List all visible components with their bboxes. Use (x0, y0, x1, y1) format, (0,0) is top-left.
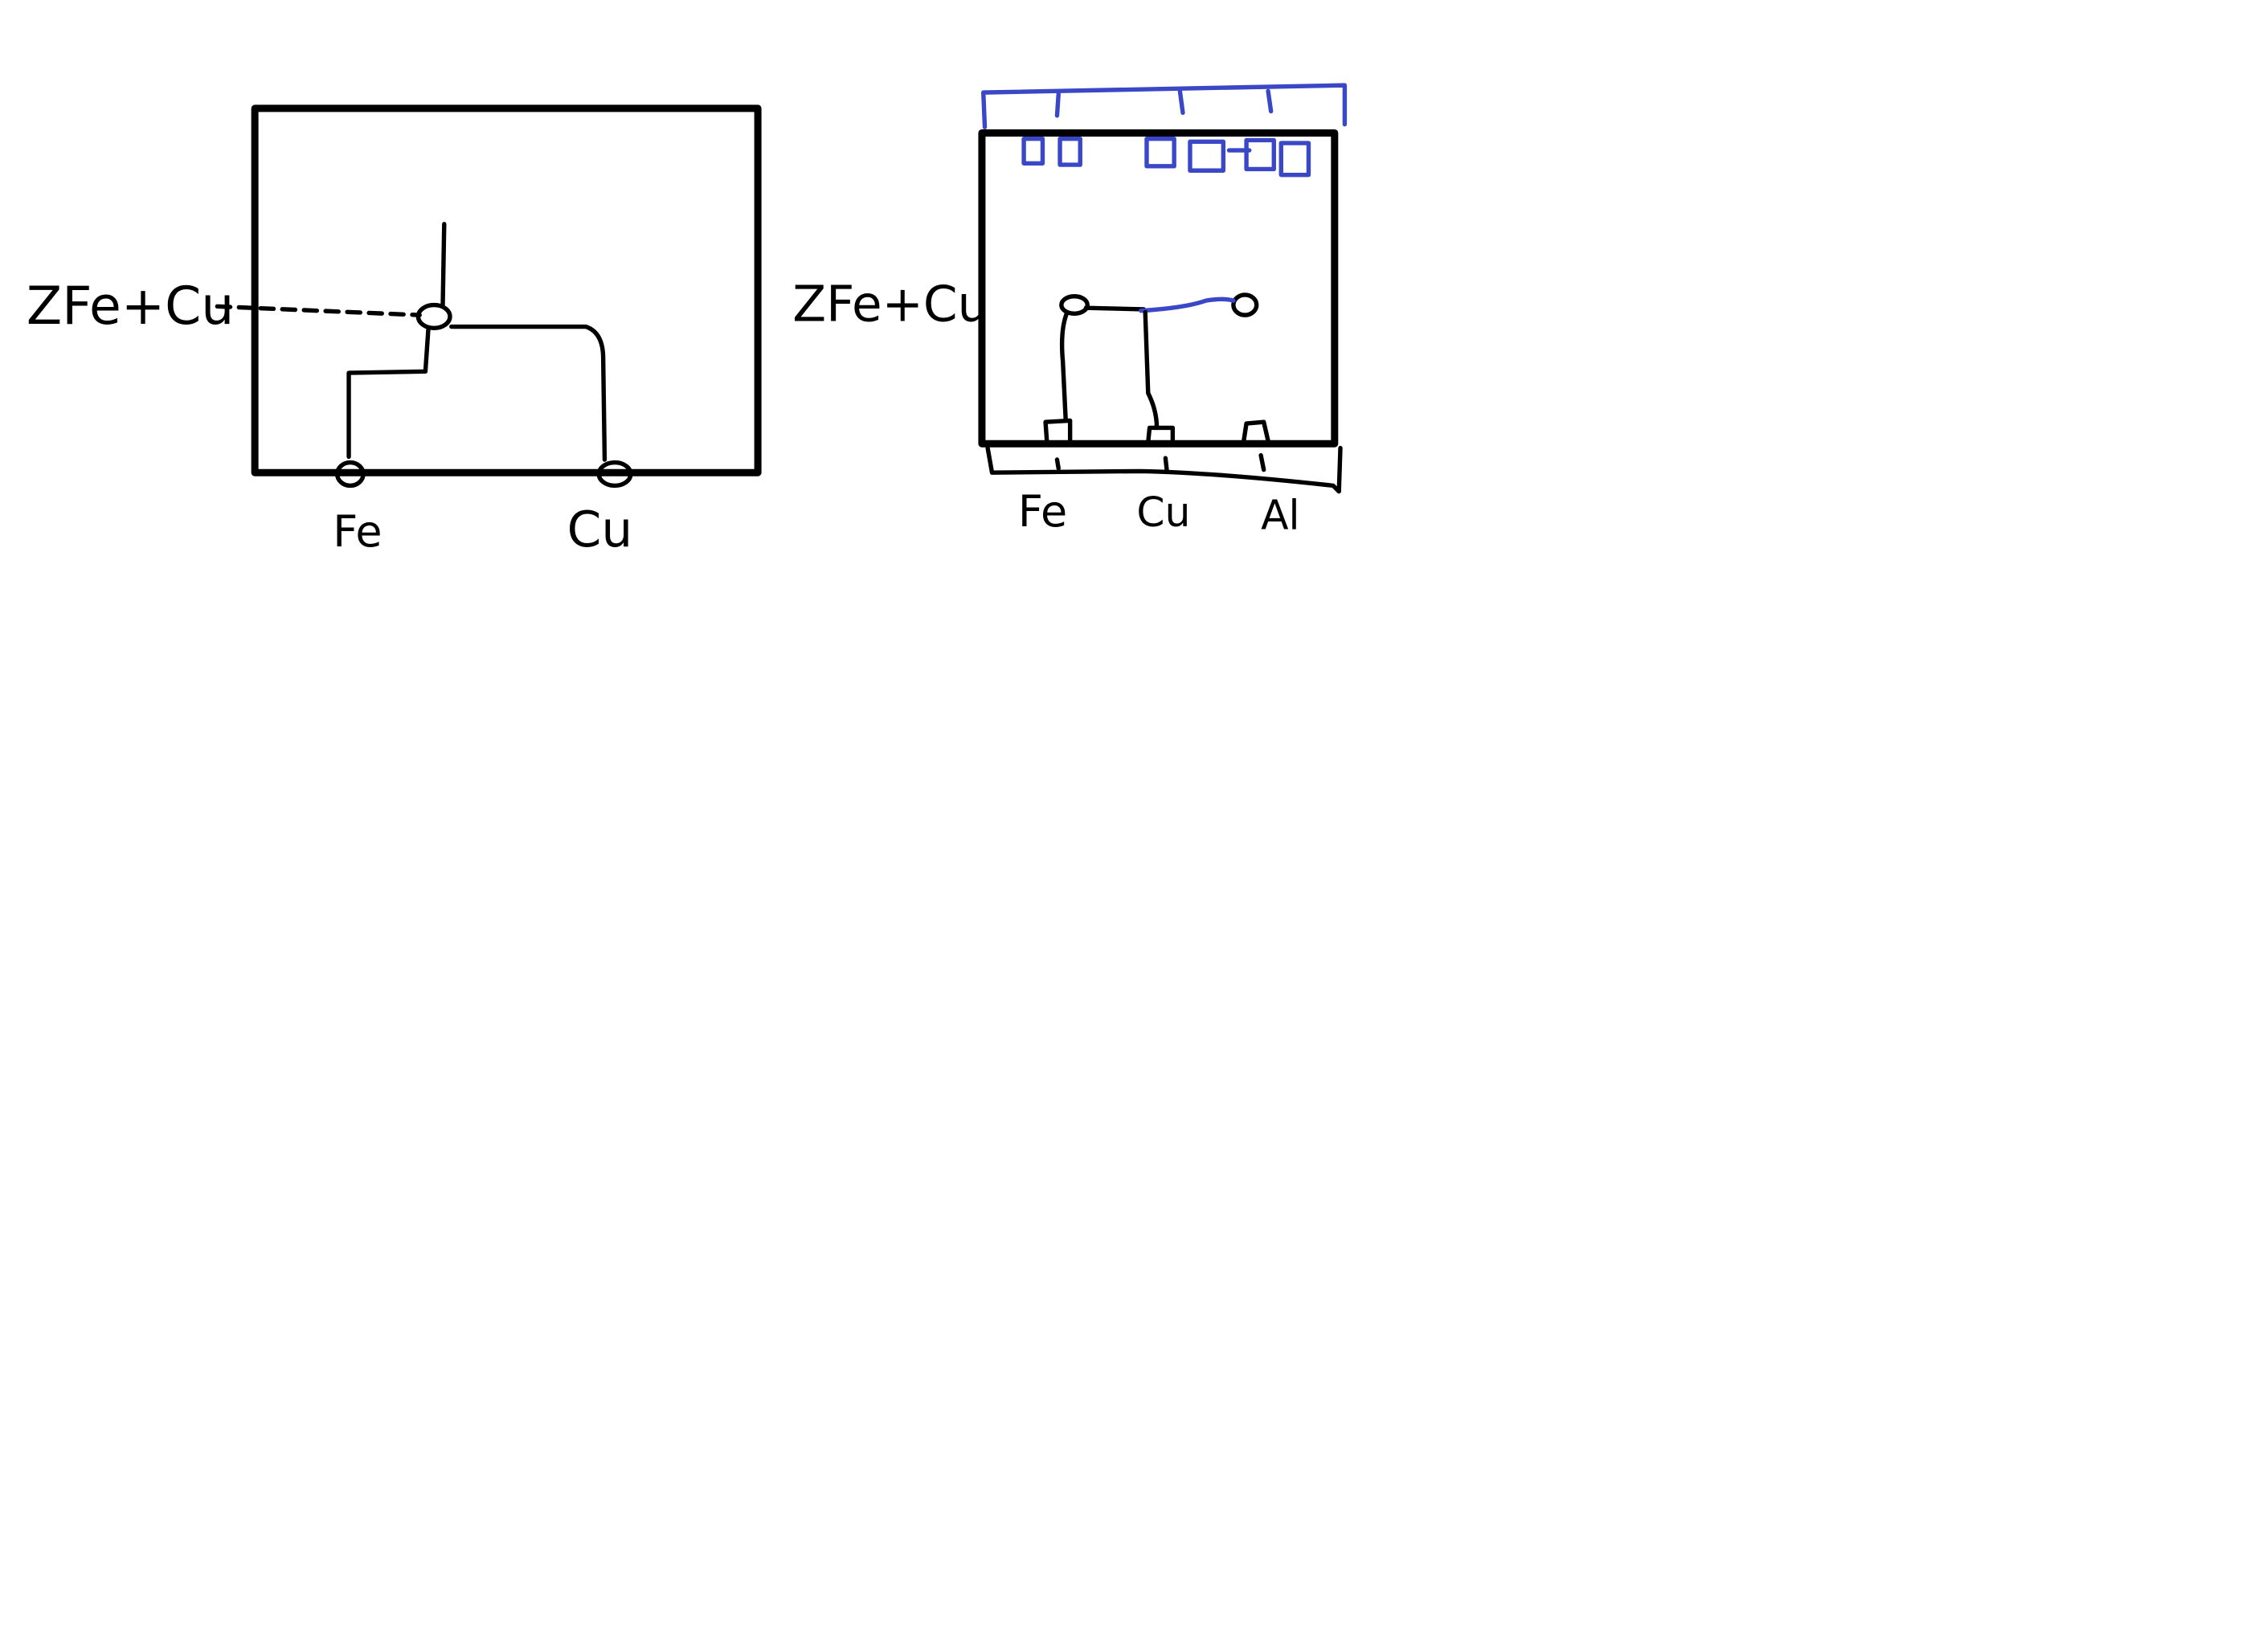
left-cu-node (596, 460, 633, 489)
left-path-to-cu (449, 324, 608, 462)
bottom-site-cu (1146, 425, 1176, 445)
right-diagram-frame (978, 129, 1339, 448)
right-blue-tie (1139, 296, 1236, 313)
right-cu-label: Cu (1136, 489, 1190, 536)
right-fe-label: Fe (1018, 486, 1067, 537)
bottom-site-al (1241, 419, 1270, 445)
left-compound-label: ZFe+Cu (27, 276, 234, 337)
right-line-to-cu (1143, 309, 1160, 431)
right-black-tie (1083, 305, 1147, 312)
left-fe-node (334, 460, 366, 489)
left-path-to-fe (346, 327, 431, 460)
right-top-bracket (981, 83, 1348, 129)
top-site (1244, 137, 1276, 172)
right-top-tick-2 (1177, 88, 1185, 116)
right-bottom-tick-3 (1258, 452, 1266, 472)
right-top-tick-1 (1054, 92, 1061, 118)
left-cu-label: Cu (567, 501, 632, 558)
top-site (1058, 136, 1082, 167)
left-diagram-frame (251, 104, 762, 476)
right-top-tick-3 (1266, 88, 1274, 114)
left-diagram: ZFe+Cu Fe Cu (27, 104, 762, 558)
bottom-site-fe (1043, 418, 1073, 445)
right-right-node (1231, 292, 1259, 317)
right-al-label: Al (1261, 491, 1299, 538)
top-site (1278, 141, 1311, 178)
right-diagram: ZFe+Cu Fe Cu Al (792, 83, 1348, 538)
right-bottom-tick-2 (1163, 456, 1169, 474)
right-compound-label: ZFe+Cu (792, 276, 988, 333)
top-site (1021, 136, 1045, 166)
left-center-node (415, 302, 452, 331)
top-site (1144, 136, 1176, 169)
top-site (1188, 139, 1226, 173)
right-bottom-bracket (985, 445, 1343, 494)
right-left-node (1059, 294, 1090, 317)
right-bottom-tick-1 (1054, 457, 1061, 471)
left-vertical-stem (440, 222, 447, 309)
right-line-to-fe (1059, 309, 1070, 423)
left-dashed-leader (215, 304, 422, 317)
left-fe-label: Fe (333, 506, 382, 557)
